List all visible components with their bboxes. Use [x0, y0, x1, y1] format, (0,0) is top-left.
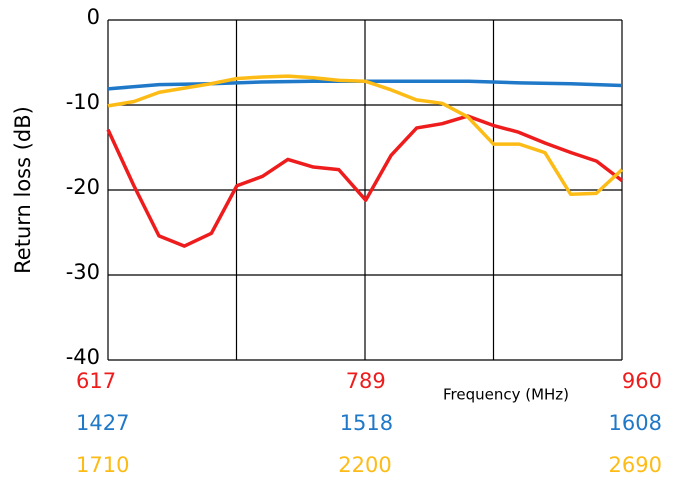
- x-tick-label: 789: [346, 369, 386, 393]
- x-tick-label: 960: [622, 369, 662, 393]
- series-line: [106, 114, 624, 248]
- x-tick-label: 1608: [609, 411, 662, 435]
- x-tick-label: 1518: [340, 411, 393, 435]
- y-tick-label: -30: [66, 260, 100, 284]
- x-tick-label: 1710: [76, 453, 129, 477]
- y-tick-label: -10: [66, 90, 100, 114]
- y-tick-label: 0: [87, 5, 100, 29]
- series-line: [107, 74, 624, 196]
- x-axis-label: Frequency (MHz): [443, 386, 569, 404]
- y-tick-label: -20: [66, 175, 100, 199]
- y-tick-label: -40: [66, 345, 100, 369]
- x-tick-label: 2200: [338, 453, 391, 477]
- x-tick-label: 617: [76, 369, 116, 393]
- x-tick-label: 1427: [76, 411, 129, 435]
- y-axis-label: Return loss (dB): [11, 106, 35, 274]
- x-tick-label: 2690: [609, 453, 662, 477]
